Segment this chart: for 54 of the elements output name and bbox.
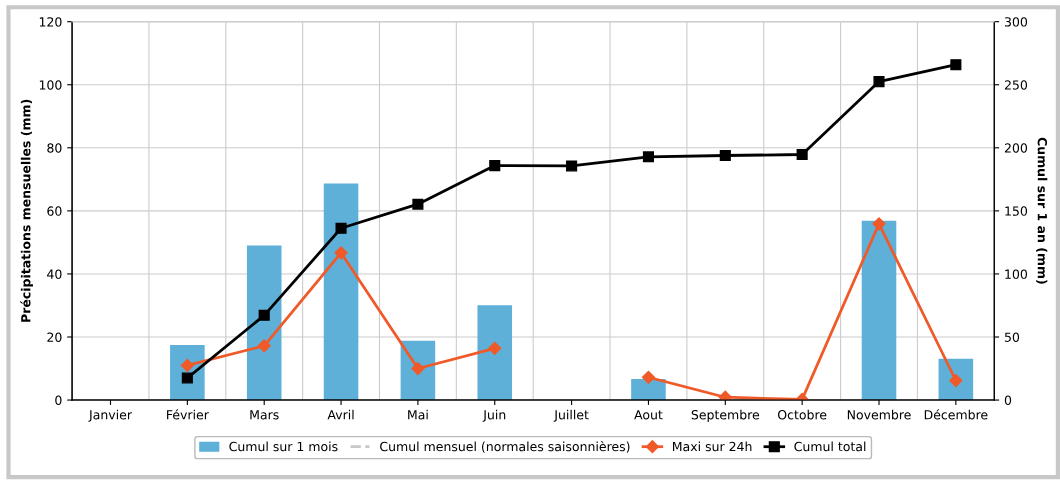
y2-tick-label: 200: [1004, 143, 1028, 153]
point: [257, 339, 271, 353]
y-tick-label: 0: [55, 395, 62, 405]
point: [181, 372, 193, 384]
point: [566, 160, 578, 172]
bar: [861, 220, 897, 401]
y2-tick-label: 150: [1005, 206, 1028, 216]
x-tick-label: Juin: [482, 409, 506, 422]
bar: [323, 183, 359, 401]
y2-tick-label: 100: [1005, 269, 1028, 279]
bar: [477, 305, 513, 401]
point: [950, 59, 962, 71]
y-tick-label: 80: [47, 143, 62, 153]
point: [180, 358, 194, 372]
legend-label: Cumul total: [794, 441, 866, 452]
y-tick-label: 60: [47, 206, 62, 216]
legend-label: Cumul sur 1 mois: [229, 441, 338, 452]
point: [642, 151, 655, 163]
y2-tick-label: 250: [1004, 80, 1028, 90]
point: [412, 198, 424, 210]
point: [873, 76, 885, 88]
point: [489, 160, 501, 172]
y-tick-label: 20: [47, 332, 62, 342]
x-tick-label: Décembre: [924, 409, 988, 420]
x-tick-label: Octobre: [777, 409, 827, 420]
x-tick-label: Mars: [250, 410, 279, 420]
point: [872, 217, 886, 231]
point: [334, 246, 348, 260]
y-tick-label: 100: [39, 80, 62, 90]
y-tick-label: 120: [39, 17, 62, 27]
point: [335, 222, 347, 234]
y-axis-title: Précipitations mensuelles (mm): [20, 99, 33, 322]
y2-axis-title: Cumul sur 1 an (mm): [1036, 137, 1048, 284]
point: [488, 341, 502, 355]
x-tick-label: Septembre: [691, 409, 760, 422]
legend-label: Maxi sur 24h: [673, 441, 752, 452]
legend-label: Cumul mensuel (normales saisonnières): [380, 441, 630, 453]
point: [258, 309, 270, 321]
x-tick-label: Février: [167, 409, 209, 420]
y2-tick-label: 0: [1004, 395, 1012, 405]
point: [641, 370, 656, 384]
y-tick-label: 40: [47, 269, 62, 279]
y2-tick-label: 300: [1004, 17, 1028, 27]
x-tick-label: Avril: [327, 409, 354, 420]
x-tick-label: Mai: [408, 409, 428, 420]
point: [718, 390, 732, 401]
y2-tick-label: 50: [1004, 332, 1020, 342]
x-tick-label: Juillet: [553, 409, 589, 422]
bar: [246, 245, 282, 401]
point: [719, 149, 731, 162]
x-tick-label: Novembre: [847, 409, 911, 420]
point: [796, 148, 808, 161]
x-tick-label: Aout: [634, 410, 663, 420]
x-tick-label: Janvier: [88, 409, 132, 422]
